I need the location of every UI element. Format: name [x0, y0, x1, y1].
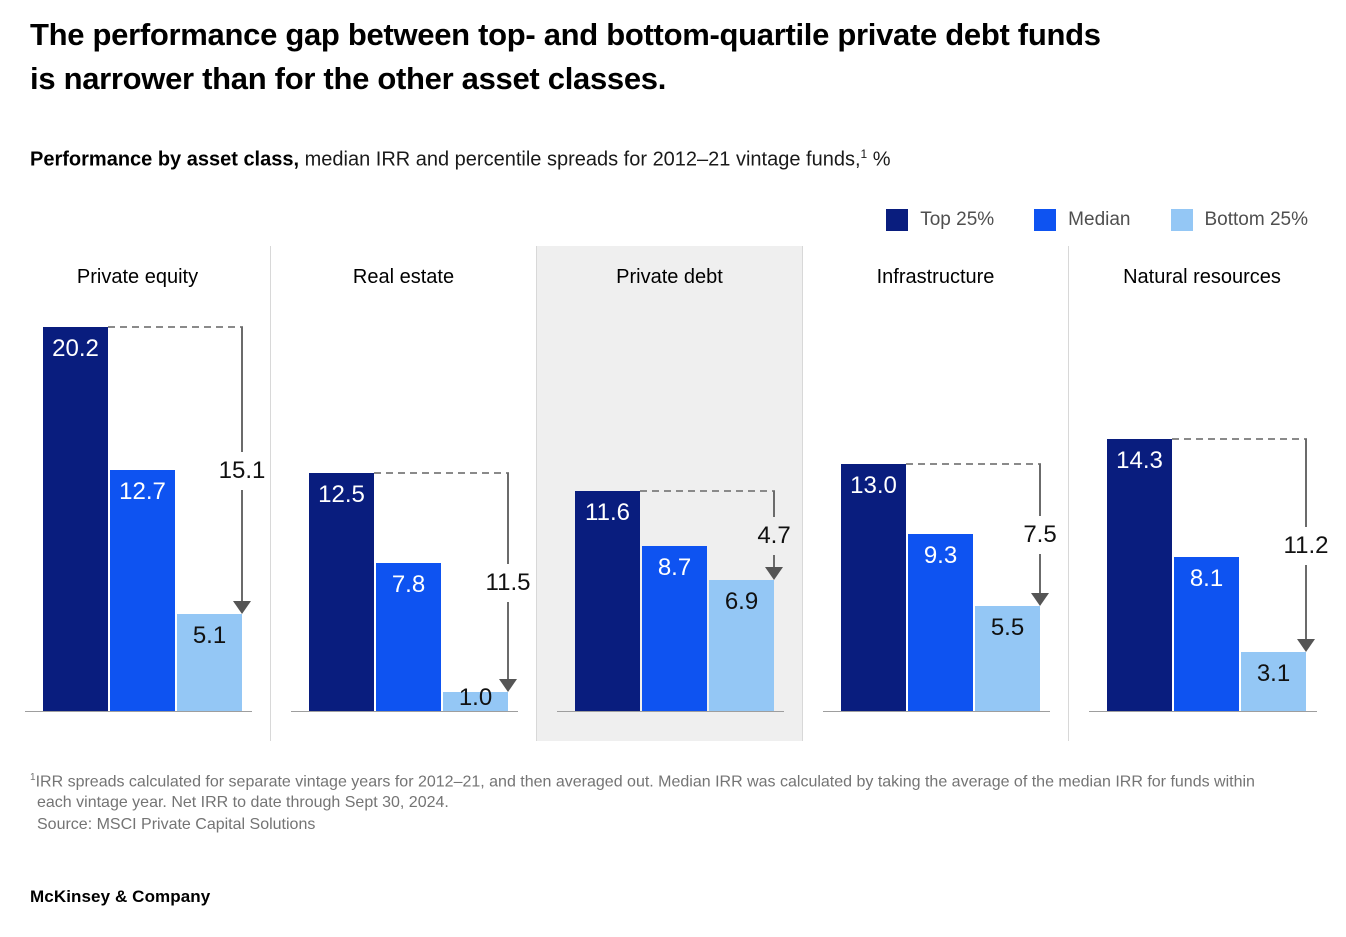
spread-value-label: 4.7	[754, 516, 794, 555]
bar-median: 12.7	[110, 469, 175, 711]
spread-dashed-line	[1172, 437, 1307, 440]
bar-bottom-25-: 3.1	[1241, 651, 1306, 711]
legend-item-bottom25: Bottom 25%	[1170, 208, 1309, 231]
arrow-down-icon	[1031, 592, 1049, 606]
bar-value-label: 20.2	[52, 334, 99, 362]
axis-baseline	[823, 710, 1050, 712]
panel-title-private-debt: Private debt	[616, 265, 723, 288]
bar-value-label: 5.1	[192, 621, 227, 649]
panel-infrastructure: Infrastructure 13.0 9.3 5.5 7.5	[803, 245, 1069, 741]
panel-private-equity: Private equity 20.2 12.7 5.1 15.1	[5, 245, 271, 741]
footnote-text: IRR spreads calculated for separate vint…	[35, 772, 1255, 811]
panel-real-estate: Real estate 12.5 7.8 1.0 11.5	[271, 245, 537, 741]
arrow-down-icon	[1297, 638, 1315, 652]
bar-bottom-25-: 5.5	[975, 605, 1040, 711]
axis-baseline	[291, 710, 518, 712]
chart-subtitle-lead: Performance by asset class,	[30, 148, 300, 171]
exhibit-page: The performance gap between top- and bot…	[0, 13, 1346, 907]
bar-value-label: 14.3	[1116, 446, 1163, 474]
legend-swatch-bottom25-icon	[1170, 208, 1193, 231]
bar-median: 8.7	[642, 545, 707, 711]
spread-value-label: 11.5	[482, 563, 534, 602]
panel-title-natural-resources: Natural resources	[1123, 265, 1281, 288]
bar-top-25-: 14.3	[1107, 438, 1172, 711]
spread-dashed-line	[640, 489, 775, 492]
legend-swatch-top25-icon	[886, 208, 909, 231]
footnote: 1IRR spreads calculated for separate vin…	[30, 767, 1292, 813]
bar-value-label: 8.7	[657, 553, 692, 581]
bar-median: 8.1	[1174, 556, 1239, 711]
bar-value-label: 7.8	[391, 570, 426, 598]
panel-title-real-estate: Real estate	[352, 265, 455, 288]
subtitle-footnote-marker: 1	[860, 147, 868, 161]
arrow-down-icon	[233, 600, 251, 614]
chart-subtitle: Performance by asset class, median IRR a…	[30, 141, 1316, 173]
mckinsey-logo: McKinsey & Company	[30, 886, 211, 906]
panel-natural-resources: Natural resources 14.3 8.1 3.1 11.2	[1069, 246, 1335, 741]
bar-value-label: 1.0	[458, 683, 493, 711]
chart-subtitle-rest: median IRR and percentile spreads for 20…	[299, 148, 861, 171]
legend-label-top25: Top 25%	[920, 208, 995, 230]
bar-top-25-: 12.5	[309, 472, 374, 711]
arrow-down-icon	[765, 566, 783, 580]
legend-item-top25: Top 25%	[886, 208, 995, 231]
exhibit-title-line-1: The performance gap between top- and bot…	[30, 17, 1101, 52]
exhibit-title-line-2: is narrower than for the other asset cla…	[30, 61, 667, 96]
bar-value-label: 11.6	[585, 498, 630, 526]
spread-dashed-line	[108, 325, 243, 328]
spread-value-label: 7.5	[1020, 515, 1060, 554]
bar-value-label: 6.9	[724, 587, 759, 615]
legend-swatch-median-icon	[1034, 208, 1057, 231]
legend-item-median: Median	[1034, 208, 1131, 231]
footnote-marker: 1	[30, 771, 36, 783]
bar-bottom-25-: 1.0	[443, 684, 508, 711]
spread-value-label: 15.1	[215, 451, 269, 490]
panel-title-infrastructure: Infrastructure	[876, 265, 995, 288]
bar-bottom-25-: 5.1	[177, 613, 242, 711]
axis-baseline	[25, 710, 252, 712]
bar-value-label: 9.3	[923, 541, 958, 569]
bar-top-25-: 11.6	[575, 490, 640, 711]
source-line: Source: MSCI Private Capital Solutions	[37, 815, 316, 833]
axis-baseline	[557, 710, 784, 712]
exhibit-title: The performance gap between top- and bot…	[30, 13, 1316, 101]
bar-value-label: 3.1	[1256, 659, 1291, 687]
bar-top-25-: 20.2	[43, 326, 108, 711]
bar-value-label: 12.5	[318, 480, 365, 508]
spread-dashed-line	[906, 462, 1041, 465]
chart-subtitle-unit: %	[867, 148, 891, 171]
spread-value-label: 11.2	[1280, 526, 1332, 565]
spread-dashed-line	[374, 471, 509, 474]
bar-value-label: 12.7	[119, 477, 166, 505]
bar-value-label: 8.1	[1189, 564, 1224, 592]
chart-legend: Top 25% Median Bottom 25%	[30, 208, 1316, 231]
bar-value-label: 13.0	[850, 471, 897, 499]
bar-bottom-25-: 6.9	[709, 579, 774, 711]
bar-chart: Private equity 20.2 12.7 5.1 15.1 Real estate…	[5, 245, 1335, 741]
bar-median: 9.3	[908, 533, 973, 711]
panel-private-debt: Private debt 11.6 8.7 6.9 4.7	[537, 245, 803, 741]
bar-value-label: 5.5	[990, 613, 1025, 641]
bar-median: 7.8	[376, 562, 441, 711]
bar-top-25-: 13.0	[841, 463, 906, 711]
legend-label-median: Median	[1068, 208, 1131, 230]
panel-title-private-equity: Private equity	[76, 265, 199, 288]
axis-baseline	[1089, 710, 1317, 712]
arrow-down-icon	[499, 678, 517, 692]
legend-label-bottom25: Bottom 25%	[1204, 208, 1309, 230]
